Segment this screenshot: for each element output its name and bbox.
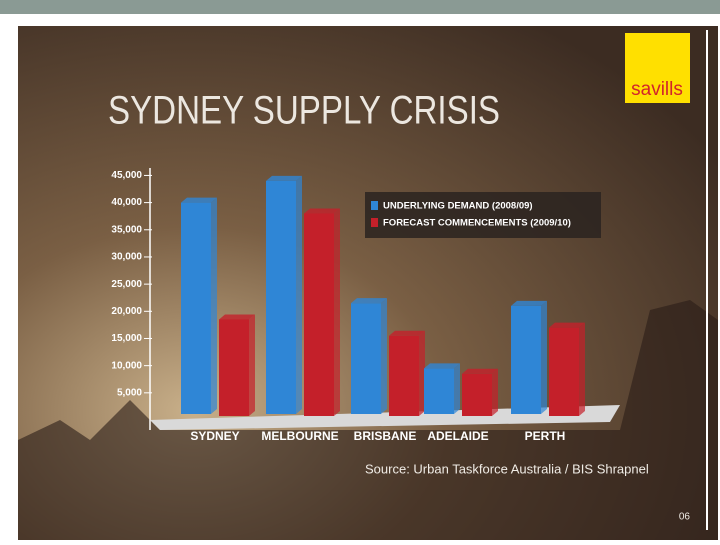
bar-side [211, 197, 217, 414]
y-tick-label: 40,000 [111, 197, 142, 208]
bar [304, 213, 334, 416]
bar-side [296, 175, 302, 414]
legend-label: FORECAST COMMENCEMENTS (2009/10) [383, 218, 571, 229]
legend-swatch [371, 201, 378, 210]
x-tick-label: PERTH [525, 429, 566, 443]
bar-group [462, 368, 498, 416]
y-tick-label: 30,000 [111, 252, 142, 263]
bar-side [579, 322, 585, 416]
y-tick-label: 15,000 [111, 333, 142, 344]
bar-side [492, 368, 498, 416]
bar-side [454, 363, 460, 414]
skyline [18, 300, 718, 540]
bar [424, 368, 454, 414]
legend-swatch [371, 218, 378, 227]
bar-top [219, 314, 255, 320]
bar-top [549, 322, 585, 328]
bar-top [389, 330, 425, 336]
floor [150, 405, 620, 430]
bar-top [351, 298, 387, 304]
y-tick-label: 5,000 [117, 387, 142, 398]
bar-top [304, 208, 340, 214]
y-tick-label: 10,000 [111, 360, 142, 371]
bar-group [219, 314, 255, 416]
bar-side [381, 298, 387, 414]
bar-top [181, 197, 217, 203]
bar [462, 373, 492, 416]
bar-side [419, 330, 425, 416]
bar-group [389, 330, 425, 416]
chart-title: SYDNEY SUPPLY CRISIS [108, 89, 500, 133]
page-number: 06 [679, 512, 691, 523]
bar-top [462, 368, 498, 374]
bar-group [304, 208, 340, 416]
plot: 5,000 10,000 15,000 20,000 25,000 30,000 35,00… [111, 170, 601, 443]
logo-box [625, 33, 690, 103]
bar [549, 327, 579, 416]
x-tick-label: MELBOURNE [261, 429, 338, 443]
bar [266, 180, 296, 414]
source: Source: Urban Taskforce Australia / BIS … [365, 461, 649, 476]
bar-group [181, 197, 217, 414]
bar-top [424, 363, 460, 369]
logo: savills [631, 79, 683, 100]
y-tick-label: 35,000 [111, 224, 142, 235]
top-bar [0, 0, 720, 14]
bar [511, 305, 541, 414]
bar [351, 303, 381, 414]
bar-top [511, 300, 547, 306]
bar-group [424, 363, 460, 414]
bar-side [249, 314, 255, 416]
bar [181, 202, 211, 414]
bar-group [511, 300, 547, 414]
bar [389, 335, 419, 416]
x-tick-label: ADELAIDE [427, 429, 488, 443]
legend-box [365, 192, 601, 238]
x-tick-label: SYDNEY [190, 429, 239, 443]
bar-group [549, 322, 585, 416]
bar-top [266, 175, 302, 181]
y-tick-label: 45,000 [111, 170, 142, 181]
bar-group [351, 298, 387, 414]
bar [219, 319, 249, 416]
y-tick-label: 20,000 [111, 306, 142, 317]
bar-side [334, 208, 340, 416]
bar-group [266, 175, 302, 414]
legend-label: UNDERLYING DEMAND (2008/09) [383, 201, 533, 212]
bar-side [541, 300, 547, 414]
x-tick-label: BRISBANE [354, 429, 417, 443]
y-tick-label: 25,000 [111, 279, 142, 290]
